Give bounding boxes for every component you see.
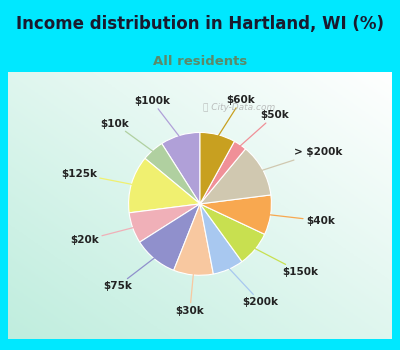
Wedge shape: [145, 144, 200, 204]
Wedge shape: [140, 204, 200, 270]
Text: $125k: $125k: [61, 169, 135, 185]
Text: $50k: $50k: [238, 110, 289, 148]
Wedge shape: [200, 132, 234, 204]
Text: $60k: $60k: [217, 95, 255, 138]
Wedge shape: [200, 204, 265, 262]
Text: $10k: $10k: [100, 119, 155, 153]
Wedge shape: [200, 204, 242, 274]
Text: $30k: $30k: [176, 271, 204, 316]
Text: $150k: $150k: [252, 247, 318, 277]
Wedge shape: [200, 141, 246, 204]
Text: ⓘ City-Data.com: ⓘ City-Data.com: [203, 103, 276, 112]
Text: $40k: $40k: [267, 215, 335, 226]
Wedge shape: [129, 204, 200, 242]
Text: All residents: All residents: [153, 55, 247, 68]
Text: > $200k: > $200k: [260, 147, 342, 171]
Text: $200k: $200k: [227, 266, 278, 307]
Wedge shape: [200, 149, 271, 204]
Wedge shape: [200, 195, 272, 234]
Text: $75k: $75k: [103, 256, 157, 292]
Text: $100k: $100k: [134, 96, 181, 139]
Wedge shape: [162, 132, 200, 204]
Wedge shape: [128, 158, 200, 213]
Text: $20k: $20k: [70, 227, 136, 245]
Wedge shape: [174, 204, 213, 275]
Text: Income distribution in Hartland, WI (%): Income distribution in Hartland, WI (%): [16, 15, 384, 33]
